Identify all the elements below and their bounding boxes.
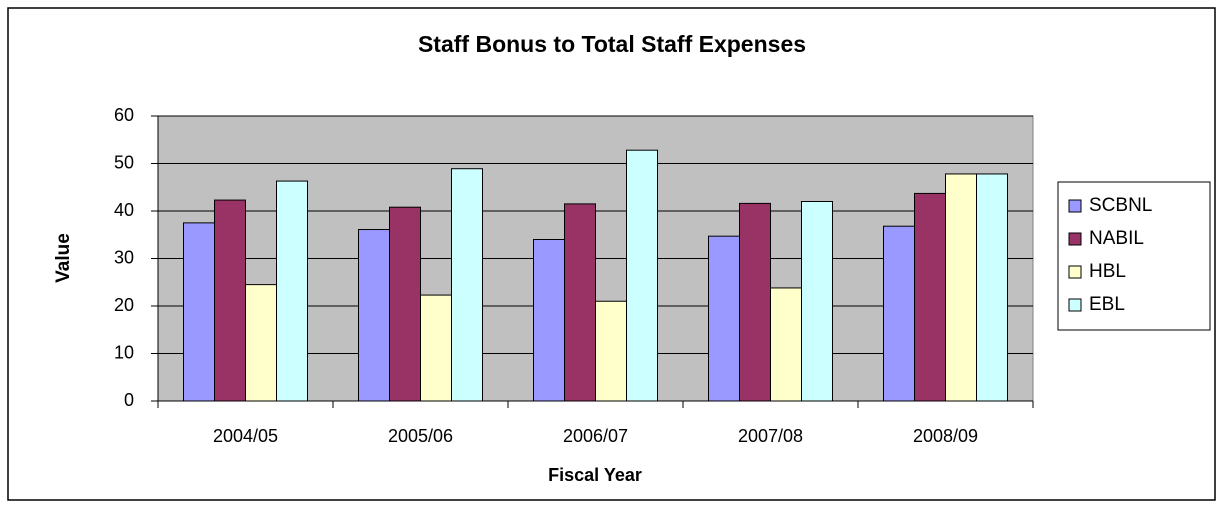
bar — [451, 168, 483, 402]
bar — [914, 192, 946, 402]
bar — [708, 235, 740, 402]
bar — [183, 222, 215, 402]
legend-box — [1057, 181, 1211, 331]
x-tick-label: 2005/06 — [388, 426, 453, 446]
bar — [739, 202, 771, 402]
x-tick-label: 2007/08 — [738, 426, 803, 446]
bar — [533, 239, 565, 402]
legend-label: SCBNL — [1089, 195, 1152, 216]
bar — [389, 206, 421, 402]
legend-label: EBL — [1089, 294, 1125, 315]
y-tick-label: 10 — [114, 342, 134, 362]
bar — [564, 203, 596, 402]
bar — [945, 173, 977, 402]
bar — [801, 201, 833, 402]
x-tick-label: 2004/05 — [213, 426, 278, 446]
x-tick-label: 2008/09 — [913, 426, 978, 446]
y-tick-label: 30 — [114, 247, 134, 267]
bar — [245, 284, 277, 402]
legend-label: NABIL — [1089, 228, 1144, 249]
bar — [770, 287, 802, 402]
bar — [358, 229, 390, 402]
legend-label: HBL — [1089, 261, 1126, 282]
bar — [976, 173, 1008, 402]
bar — [626, 149, 658, 402]
x-tick-label: 2006/07 — [563, 426, 628, 446]
y-tick-label: 40 — [114, 200, 134, 220]
chart-title: Staff Bonus to Total Staff Expenses — [418, 31, 806, 57]
legend-swatch — [1068, 232, 1082, 246]
legend-swatch — [1068, 199, 1082, 213]
y-tick-label: 20 — [114, 295, 134, 315]
y-tick-label: 0 — [124, 390, 134, 410]
legend-swatch — [1068, 298, 1082, 312]
bar — [214, 199, 246, 402]
y-tick-label: 60 — [114, 105, 134, 125]
y-tick-label: 50 — [114, 152, 134, 172]
bar — [883, 225, 915, 402]
bar — [276, 180, 308, 402]
y-axis-title: Value — [53, 233, 74, 283]
x-axis-title: Fiscal Year — [548, 465, 642, 485]
legend-swatch — [1068, 265, 1082, 279]
bar — [420, 294, 452, 402]
bar — [595, 300, 627, 402]
